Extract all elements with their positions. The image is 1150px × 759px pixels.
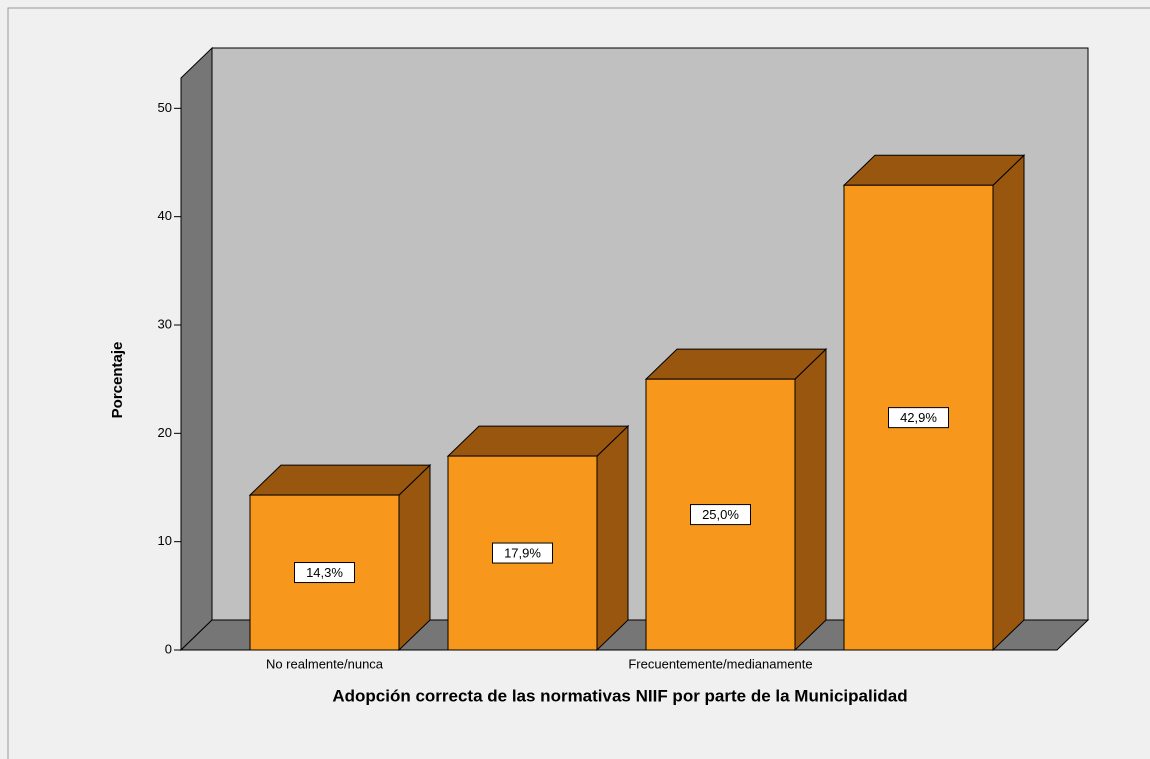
value-label-box [294,562,355,584]
value-label-box [492,542,553,564]
x-axis-title: Adopción correcta de las normativas NIIF… [332,686,907,705]
bar-side [398,463,431,652]
left-wall [180,46,213,652]
value-label: 25,0% [702,507,739,522]
y-axis-title: Porcentaje [109,342,126,419]
bar-top [644,348,828,380]
bar-side [794,347,827,652]
bar-top [446,425,630,457]
x-tick-label: No realmente/nunca [266,656,384,671]
y-tick-label: 10 [158,533,172,548]
bar-top [842,154,1026,186]
y-tick-label: 40 [158,208,172,223]
value-label: 17,9% [504,545,541,560]
y-tick-label: 30 [158,316,172,331]
value-label: 42,9% [900,410,937,425]
value-label: 14,3% [306,565,343,580]
value-label-box [690,504,751,526]
y-tick-label: 0 [165,641,172,656]
value-label-box [888,407,949,429]
bar-top [248,464,432,496]
y-tick-label: 20 [158,425,172,440]
bar-side [992,154,1025,652]
x-tick-label: Frecuentemente/medianamente [628,656,812,671]
y-tick-label: 50 [158,100,172,115]
bar-side [596,424,629,652]
